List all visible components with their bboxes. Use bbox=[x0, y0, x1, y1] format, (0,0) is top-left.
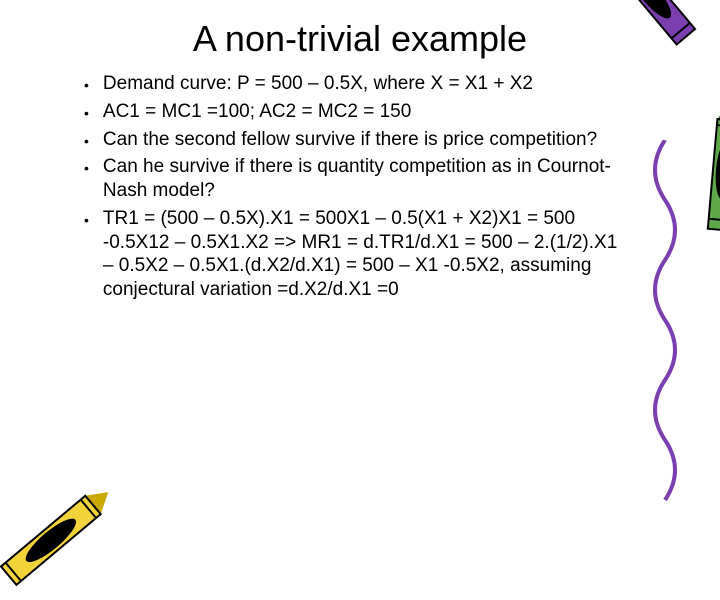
bullet-text: TR1 = (500 – 0.5X).X1 = 500X1 – 0.5(X1 +… bbox=[103, 207, 630, 302]
bullet-text: AC1 = MC1 =100; AC2 = MC2 = 150 bbox=[103, 100, 411, 124]
page-title: A non-trivial example bbox=[0, 0, 720, 72]
bullet-marker: • bbox=[84, 155, 103, 178]
list-item: • AC1 = MC1 =100; AC2 = MC2 = 150 bbox=[84, 100, 630, 124]
bullet-marker: • bbox=[84, 100, 103, 123]
list-item: • Can the second fellow survive if there… bbox=[84, 128, 630, 152]
bullet-text: Can he survive if there is quantity comp… bbox=[103, 155, 630, 203]
list-item: • Can he survive if there is quantity co… bbox=[84, 155, 630, 203]
squiggle-icon bbox=[640, 140, 690, 520]
bullet-marker: • bbox=[84, 207, 103, 230]
bullet-list: • Demand curve: P = 500 – 0.5X, where X … bbox=[0, 72, 720, 302]
crayon-yellow-icon bbox=[0, 475, 123, 599]
bullet-marker: • bbox=[84, 128, 103, 151]
bullet-marker: • bbox=[84, 72, 103, 95]
bullet-text: Can the second fellow survive if there i… bbox=[103, 128, 597, 152]
crayon-green-icon bbox=[700, 100, 720, 240]
list-item: • TR1 = (500 – 0.5X).X1 = 500X1 – 0.5(X1… bbox=[84, 207, 630, 302]
bullet-text: Demand curve: P = 500 – 0.5X, where X = … bbox=[103, 72, 533, 96]
list-item: • Demand curve: P = 500 – 0.5X, where X … bbox=[84, 72, 630, 96]
